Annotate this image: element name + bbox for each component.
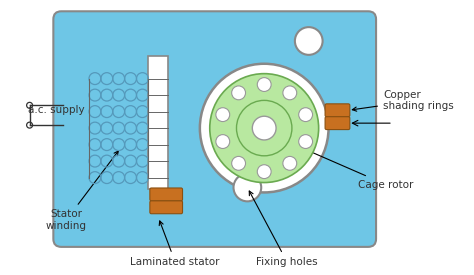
FancyBboxPatch shape <box>150 201 182 214</box>
Bar <box>148 56 168 189</box>
Circle shape <box>257 78 271 92</box>
FancyBboxPatch shape <box>325 117 350 130</box>
Circle shape <box>216 135 230 148</box>
FancyBboxPatch shape <box>54 11 376 247</box>
Circle shape <box>257 165 271 178</box>
FancyBboxPatch shape <box>150 188 182 201</box>
Text: Cage rotor: Cage rotor <box>306 149 414 189</box>
FancyBboxPatch shape <box>325 104 350 117</box>
Text: Fixing holes: Fixing holes <box>249 191 318 267</box>
Circle shape <box>210 74 319 183</box>
Text: Laminated stator: Laminated stator <box>130 221 220 267</box>
Circle shape <box>200 64 328 192</box>
Circle shape <box>237 100 292 156</box>
Circle shape <box>252 116 276 140</box>
Circle shape <box>234 174 261 201</box>
Text: a.c. supply: a.c. supply <box>27 105 84 115</box>
Circle shape <box>299 135 312 148</box>
Circle shape <box>283 156 297 170</box>
Text: Copper
shading rings: Copper shading rings <box>352 90 454 111</box>
Text: Stator
winding: Stator winding <box>46 151 118 231</box>
Circle shape <box>232 86 246 100</box>
Circle shape <box>283 86 297 100</box>
Circle shape <box>299 108 312 122</box>
Circle shape <box>216 108 230 122</box>
Circle shape <box>232 156 246 170</box>
Circle shape <box>295 27 323 55</box>
